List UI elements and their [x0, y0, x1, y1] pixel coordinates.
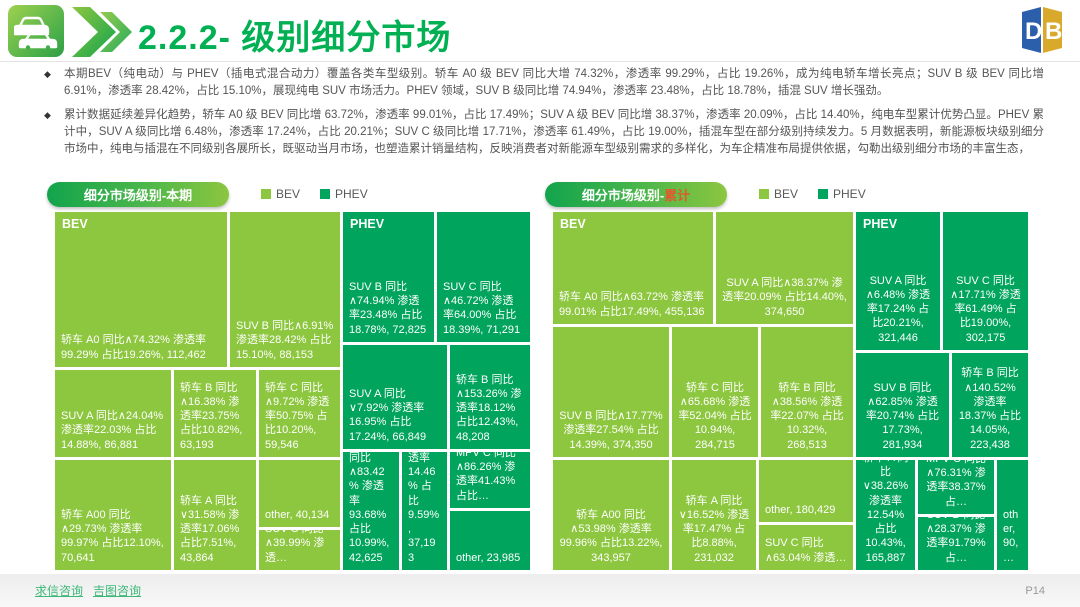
legend-item-phev: PHEV: [818, 187, 866, 201]
treemap-cell: 轿车 A00 同比∧53.98% 渗透率99.96% 占比13.22%, 343…: [553, 460, 669, 570]
treemap-cell: SUV A 同比∧6.48% 渗透率17.24% 占比20.21%, 321,4…: [856, 212, 940, 350]
legend-item-phev: PHEV: [320, 187, 368, 201]
panel-header: 细分市场级别- 累计 BEV PHEV: [545, 178, 1028, 210]
treemap-cell: other, 23,985: [450, 511, 530, 570]
treemap-cell: SUV C 同比∧17.71% 渗透率61.49% 占比19.00%, 302,…: [943, 212, 1028, 350]
treemap-cell: 轿车 A 同比∨38.26% 渗透率12.54% 占比10.43%, 165,8…: [856, 460, 915, 570]
group-label-phev: PHEV: [863, 217, 898, 231]
treemap-cell: SUV B 同比∧17.77% 渗透率27.54% 占比14.39%, 374,…: [553, 327, 669, 457]
footer-link-qiuxin[interactable]: 求信咨询: [35, 584, 84, 598]
treemap-cell: SUV C 同比∧39.99% 渗透…: [259, 530, 340, 570]
treemap-cell: 轿车 A0 同比∧63.72% 渗透率99.01% 占比17.49%, 455,…: [553, 212, 713, 324]
treemap-cell: 轿车 B 同比∧153.26% 渗透率18.12% 占比12.43%, 48,2…: [450, 345, 530, 449]
chevron-arrows-icon: [70, 6, 134, 63]
treemap-cell: 轿车 A 同比∨31.58% 渗透率17.06% 占比7.51%, 43,864: [174, 460, 256, 570]
treemap-cell: other, 40,134: [259, 460, 340, 527]
treemap-cell: other, 90,…: [997, 460, 1028, 570]
svg-text:D: D: [1025, 18, 1042, 45]
treemap-cell: SUV A 同比∧38.37% 渗透率20.09% 占比14.40%, 374,…: [716, 212, 853, 324]
treemap-cell: SUV B 同比∧62.85% 渗透率20.74% 占比17.73%, 281,…: [856, 353, 949, 457]
footer: 求信咨询 吉图咨询 P14: [0, 574, 1080, 607]
page-number: P14: [1025, 584, 1045, 597]
treemap-cell: 轿车 C 同比∧9.72% 渗透率50.75% 占比10.20%, 59,546: [259, 370, 340, 457]
pill-text: 细分市场级别-: [83, 187, 167, 203]
bev-swatch-icon: [759, 189, 769, 199]
bev-swatch-icon: [261, 189, 271, 199]
summary-bullets: ◆ 本期BEV（纯电动）与 PHEV（插电式混合动力）覆盖各类车型级别。轿车 A…: [44, 66, 1044, 165]
treemap-current: BEV PHEV 轿车 A0 同比∧74.32% 渗透率99.29% 占比19.…: [55, 212, 530, 570]
footer-links: 求信咨询 吉图咨询: [35, 582, 141, 599]
legend-item-bev: BEV: [261, 187, 300, 201]
legend: BEV PHEV: [759, 187, 866, 201]
svg-text:B: B: [1045, 18, 1062, 45]
bullet-item: ◆ 本期BEV（纯电动）与 PHEV（插电式混合动力）覆盖各类车型级别。轿车 A…: [44, 66, 1044, 100]
treemap-cell: 轿车 A00 同比∧29.73% 渗透率99.97% 占比12.10%, 70,…: [55, 460, 171, 570]
legend: BEV PHEV: [261, 187, 368, 201]
treemap-cell: 轿车 C 同比∧65.68% 渗透率52.04% 占比10.94%, 284,7…: [672, 327, 758, 457]
treemap-cell: 轿车 B 同比∧16.38% 渗透率23.75% 占比10.82%, 63,19…: [174, 370, 256, 457]
treemap-cell: MPV C 同比∧86.26% 渗透率41.43% 占比…: [450, 452, 530, 508]
treemap-cell: 轿车 A 同比∨16.52% 渗透率17.47% 占比8.88%, 231,03…: [672, 460, 756, 570]
treemap-cell: SUV D 同比∧28.37% 渗透率91.79% 占…: [918, 517, 994, 570]
diamond-bullet-icon: ◆: [44, 69, 51, 79]
pill-suffix: 本期: [166, 187, 193, 203]
treemap-cell: SUV B 同比∧74.94% 渗透率23.48% 占比18.78%, 72,8…: [343, 212, 434, 342]
legend-item-bev: BEV: [759, 187, 798, 201]
treemap-cell: SUV B 同比∧6.91% 渗透率28.42% 占比15.10%, 88,15…: [230, 212, 340, 367]
treemap-cell: SUV D 同比∧83.42% 渗透率93.68% 占比10.99%, 42,6…: [343, 452, 399, 570]
treemap-cell: other, 180,429: [759, 460, 853, 522]
diamond-bullet-icon: ◆: [44, 110, 51, 121]
treemap-cell: 轿车 A0 同比∧74.32% 渗透率99.29% 占比19.26%, 112,…: [55, 212, 227, 367]
treemap-cell: SUV A 同比∧24.04% 渗透率22.03% 占比14.88%, 86,8…: [55, 370, 171, 457]
treemap-cell: MPV C 同比∧76.31% 渗透率38.37% 占…: [918, 460, 994, 514]
panel-header: 细分市场级别- 本期 BEV PHEV: [47, 178, 530, 210]
treemap-cumulative: BEV PHEV 轿车 A0 同比∧63.72% 渗透率99.01% 占比17.…: [553, 212, 1028, 570]
brand-logo: D B: [1014, 4, 1070, 61]
panel-current-period: 细分市场级别- 本期 BEV PHEV BEV PHEV 轿车 A0 同比∧74.…: [47, 178, 530, 570]
phev-swatch-icon: [320, 189, 331, 199]
group-label-bev: BEV: [560, 217, 586, 231]
bullet-item: ◆ 累计数据延续差异化趋势，轿车 A0 级 BEV 同比增 63.72%，渗透率…: [44, 107, 1044, 158]
header: 2.2.2- 级别细分市场 D B: [0, 0, 1080, 62]
pill-suffix: 累计: [664, 187, 691, 203]
bullet-text-current: 本期BEV（纯电动）与 PHEV（插电式混合动力）覆盖各类车型级别。轿车 A0 …: [64, 68, 1044, 98]
section-pill-cumulative: 细分市场级别- 累计: [545, 181, 727, 207]
group-label-bev: BEV: [62, 217, 88, 231]
bullet-text-cumulative: 累计数据延续差异化趋势，轿车 A0 级 BEV 同比增 63.72%，渗透率 9…: [64, 109, 1044, 156]
page-title: 2.2.2- 级别细分市场: [138, 19, 452, 57]
phev-swatch-icon: [818, 189, 829, 199]
treemap-cell: SUV C 同比∧63.04% 渗透…: [759, 525, 853, 570]
treemap-cell: SUV C 同比∧46.72% 渗透率64.00% 占比18.39%, 71,2…: [437, 212, 530, 342]
treemap-cell: 轿车 A 同比∨48.96% 渗透率14.46% 占比9.59%, 37,193: [402, 452, 447, 570]
group-label-phev: PHEV: [350, 217, 385, 231]
section-pill-current: 细分市场级别- 本期: [47, 181, 229, 207]
panel-cumulative: 细分市场级别- 累计 BEV PHEV BEV PHEV 轿车 A0 同比∧63.…: [545, 178, 1028, 570]
footer-link-jitu[interactable]: 吉图咨询: [93, 584, 142, 598]
charts-row: 细分市场级别- 本期 BEV PHEV BEV PHEV 轿车 A0 同比∧74.…: [0, 178, 1028, 570]
treemap-cell: 轿车 B 同比∧38.56% 渗透率22.07% 占比10.32%, 268,5…: [761, 327, 853, 457]
treemap-cell: SUV A 同比∨7.92% 渗透率16.95% 占比17.24%, 66,84…: [343, 345, 447, 449]
treemap-cell: 轿车 B 同比∧140.52% 渗透率18.37% 占比14.05%, 223,…: [952, 353, 1028, 457]
cars-icon: [8, 5, 64, 57]
pill-text: 细分市场级别-: [581, 187, 665, 203]
